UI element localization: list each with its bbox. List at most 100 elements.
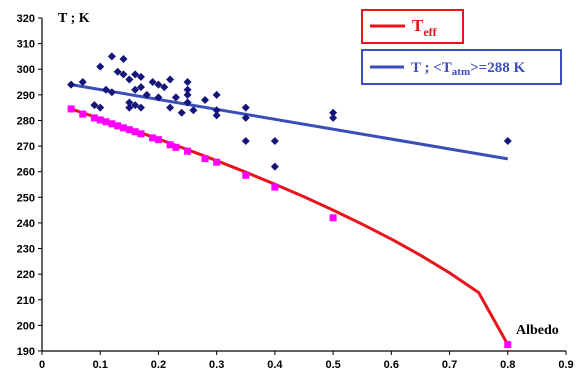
data-point-diamond [119, 54, 128, 63]
data-point-diamond [201, 95, 210, 104]
x-tick-label: 0.9 [558, 359, 573, 371]
data-point-square [137, 130, 145, 138]
data-point-diamond [166, 103, 175, 112]
x-tick-label: 0.4 [267, 359, 283, 371]
series-layer [67, 52, 512, 349]
data-point-diamond [154, 93, 163, 102]
y-tick-label: 320 [17, 13, 35, 25]
data-point-diamond [131, 85, 140, 94]
data-point-diamond [183, 98, 192, 107]
data-point-diamond [241, 103, 250, 112]
series-line-1 [70, 107, 510, 346]
legend-label-tatm: T ; <Tatm>=288 K [411, 60, 525, 78]
data-point-square [172, 143, 180, 151]
x-tick-label: 0.1 [93, 359, 108, 371]
axes: 190 200 210 220 230 240 250 260 270 280 290 300 310 3… [17, 13, 574, 371]
data-point-square [213, 158, 221, 166]
data-point-square [120, 124, 128, 132]
y-tick-label: 290 [17, 90, 35, 102]
series-line-0 [70, 83, 509, 161]
data-point-diamond [177, 108, 186, 117]
x-tick-label: 0.7 [442, 359, 457, 371]
data-point-square [108, 120, 116, 128]
data-point-square [125, 126, 133, 134]
axis-labels: T ; K Albedo [58, 11, 559, 338]
data-point-square [114, 122, 122, 130]
data-point-diamond [136, 72, 145, 81]
data-point-diamond [96, 62, 105, 71]
data-point-diamond [270, 162, 279, 171]
data-point-diamond [241, 113, 250, 122]
data-point-diamond [212, 111, 221, 120]
y-tick-label: 240 [17, 218, 35, 230]
data-point-diamond [142, 90, 151, 99]
data-point-square [131, 128, 139, 136]
data-point-diamond [131, 70, 140, 79]
data-point-diamond [136, 83, 145, 92]
y-tick-label: 280 [17, 115, 35, 127]
y-tick-label: 270 [17, 141, 35, 153]
data-point-diamond [102, 85, 111, 94]
data-point-square [201, 155, 209, 163]
data-point-square [271, 183, 279, 191]
data-point-square [329, 214, 337, 222]
y-tick-label: 310 [17, 39, 35, 51]
data-point-square [242, 171, 250, 179]
data-point-diamond [212, 106, 221, 115]
data-point-diamond [96, 103, 105, 112]
data-point-diamond [270, 136, 279, 145]
x-tick-label: 0.6 [384, 359, 399, 371]
x-tick-label: 0.5 [325, 359, 340, 371]
data-point-diamond [67, 80, 76, 89]
data-point-diamond [125, 103, 134, 112]
legend-label-teff: Teff [412, 16, 438, 39]
data-point-diamond [183, 85, 192, 94]
data-point-square [102, 118, 110, 126]
y-tick-label: 220 [17, 269, 35, 281]
data-point-diamond [183, 90, 192, 99]
data-point-diamond [160, 83, 169, 92]
data-point-diamond [125, 75, 134, 84]
y-axis-title: T ; K [58, 11, 90, 26]
data-point-square [184, 147, 192, 155]
data-point-diamond [212, 90, 221, 99]
data-point-diamond [78, 78, 87, 87]
x-tick-label: 0.2 [151, 359, 166, 371]
data-point-diamond [148, 78, 157, 87]
data-point-diamond [166, 75, 175, 84]
data-point-diamond [131, 101, 140, 110]
data-point-diamond [189, 106, 198, 115]
data-point-diamond [503, 136, 512, 145]
y-tick-label: 200 [17, 320, 35, 332]
data-point-square [149, 134, 157, 142]
x-tick-label: 0.3 [209, 359, 224, 371]
x-axis-title: Albedo [516, 323, 559, 338]
data-point-diamond [113, 67, 122, 76]
y-tick-label: 250 [17, 192, 35, 204]
y-tick-label: 210 [17, 295, 35, 307]
data-point-diamond [183, 78, 192, 87]
data-point-square [96, 116, 104, 124]
y-tick-label: 260 [17, 167, 35, 179]
y-tick-label: 190 [17, 346, 35, 358]
data-point-diamond [90, 101, 99, 110]
data-point-diamond [329, 108, 338, 117]
legend-box-tatm [361, 49, 562, 85]
legend: Teff T ; <Tatm>=288 K [361, 9, 562, 85]
data-point-diamond [329, 113, 338, 122]
data-point-diamond [241, 136, 250, 145]
data-point-diamond [107, 88, 116, 97]
x-tick-label: 0.8 [500, 359, 515, 371]
data-point-diamond [119, 70, 128, 79]
data-point-diamond [171, 93, 180, 102]
data-point-diamond [107, 52, 116, 61]
data-point-diamond [154, 80, 163, 89]
y-tick-label: 230 [17, 244, 35, 256]
data-point-diamond [136, 103, 145, 112]
x-tick-label: 0 [39, 359, 45, 371]
data-point-square [166, 141, 174, 149]
data-point-square [154, 136, 162, 144]
data-point-square [90, 114, 98, 122]
data-point-square [79, 110, 87, 118]
